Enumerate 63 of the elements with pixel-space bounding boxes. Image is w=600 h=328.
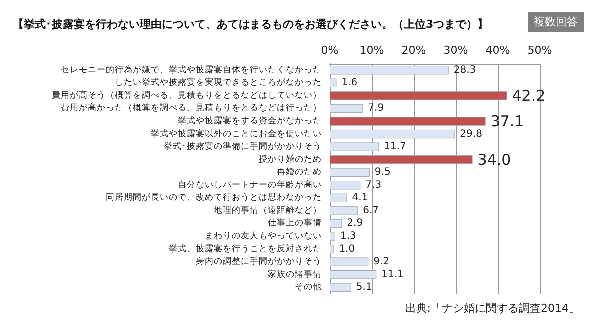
bar [330, 232, 336, 241]
data-label: 37.1 [490, 112, 524, 130]
bar [330, 219, 342, 228]
data-label: 4.1 [352, 192, 368, 204]
data-label: 5.1 [356, 282, 372, 294]
x-tick-label: 30% [444, 44, 468, 57]
data-label: 7.3 [366, 180, 382, 191]
bar [330, 155, 473, 164]
bar [330, 283, 352, 292]
y-tick-label: 仕事上の事情 [268, 218, 322, 229]
y-tick-label: 費用が高かった（概算を調べる、見積もりをとるなどは行った） [61, 102, 322, 114]
bar [330, 181, 361, 190]
y-tick-label: したい挙式や披露宴を実現できるところがなかった [115, 77, 322, 88]
data-label: 9.5 [374, 167, 391, 178]
bar [330, 78, 337, 88]
y-tick-label: 身内の調整に手間がかかりそう [196, 256, 322, 268]
bar [330, 244, 334, 254]
data-label: 1.0 [339, 244, 356, 255]
y-tick-label: 費用が高そう（概算を調べる、見積もりをとるなどはしていない） [52, 90, 322, 101]
y-tick-label: 同居期間が長いので、改めて行おうとは思わなかった [106, 192, 322, 204]
data-label: 42.2 [512, 86, 546, 105]
y-tick-label: 地理的事情（遠距離など） [213, 204, 322, 216]
data-label: 7.9 [368, 103, 384, 114]
bar [330, 206, 358, 216]
data-label: 34.0 [478, 150, 512, 169]
data-label: 1.3 [340, 231, 356, 242]
bar [330, 168, 370, 177]
bar [330, 130, 456, 139]
y-tick-label: 挙式や披露宴以外のことにお金を使いたい [151, 128, 322, 140]
bar [330, 194, 348, 203]
data-label: 11.7 [384, 142, 406, 153]
y-tick-label: 挙式、披露宴を行うことを反対された [169, 243, 322, 254]
x-tick-label: 20% [402, 44, 426, 57]
y-tick-label: まわりの友人もやっていない [205, 230, 322, 242]
y-tick-label: 再婚のため [277, 166, 322, 178]
bar [330, 258, 369, 266]
y-tick-label: その他 [295, 282, 322, 293]
x-tick-label: 40% [486, 44, 510, 57]
data-label: 29.8 [460, 128, 482, 140]
y-tick-label: 家族の諸事情 [268, 268, 322, 280]
x-tick-label: 50% [528, 44, 552, 57]
bar [330, 142, 380, 152]
data-label: 2.9 [347, 218, 364, 230]
y-tick-label: 自分ないしパートナーの年齢が高い [178, 179, 322, 190]
data-label: 9.2 [374, 256, 390, 268]
y-tick-label: セレモニー的行為が嫌で、挙式や披露宴自体を行いたくなかった [61, 64, 322, 76]
data-label: 1.6 [342, 78, 358, 89]
text: 複数回答 [534, 16, 578, 28]
bar [330, 104, 364, 114]
x-tick-label: 0% [321, 44, 339, 57]
y-tick-label: 挙式･披露宴の準備に手間がかかりそう [164, 141, 322, 152]
y-tick-label: 挙式や披露宴をする資金がなかった [178, 116, 322, 126]
x-tick-label: 10% [360, 44, 384, 57]
y-tick-label: 授かり婚のため [259, 154, 322, 165]
chart-title: 【挙式･披露宴を行わない理由について、あてはまるものをお選びください。（上位3つまで）】 [13, 18, 489, 31]
bar [330, 92, 508, 100]
bar [330, 270, 377, 280]
data-label: 6.7 [363, 205, 380, 216]
data-label: 11.1 [382, 269, 404, 280]
data-label: 28.3 [454, 64, 476, 76]
source-note: 出典:「ナシ婚に関する調査2014」 [405, 302, 580, 315]
bar [330, 117, 486, 126]
bar [330, 66, 449, 75]
